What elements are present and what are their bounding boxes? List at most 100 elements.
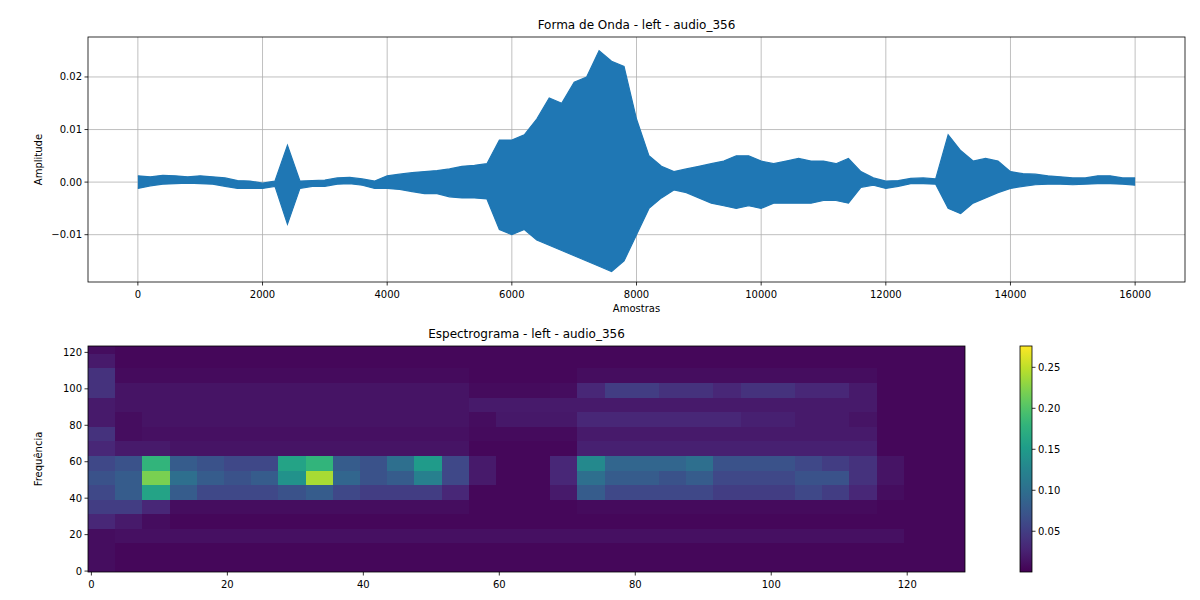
tick — [85, 498, 89, 499]
cell — [822, 368, 850, 383]
cell — [550, 368, 578, 383]
tick — [636, 282, 637, 286]
cell — [278, 514, 306, 529]
cell — [822, 514, 850, 529]
cell — [142, 543, 170, 558]
cell — [877, 470, 905, 485]
cell — [170, 441, 198, 456]
cell — [795, 557, 823, 572]
cell — [469, 470, 497, 485]
cell — [741, 470, 769, 485]
cell — [306, 485, 334, 500]
cell — [686, 397, 714, 412]
cell — [306, 412, 334, 427]
cell — [278, 397, 306, 412]
tick-label: 14000 — [995, 289, 1027, 300]
cell — [414, 557, 442, 572]
cell — [88, 470, 116, 485]
cell — [387, 397, 415, 412]
cell — [659, 455, 687, 470]
title: Forma de Onda - left - audio_356 — [538, 18, 736, 32]
tick — [85, 388, 89, 389]
tick-label: 16000 — [1119, 289, 1151, 300]
cell — [822, 412, 850, 427]
cell — [414, 455, 442, 470]
tick-label: 100 — [63, 383, 82, 394]
cell — [442, 346, 470, 354]
cell — [251, 426, 279, 441]
data-area — [138, 51, 1135, 272]
tick — [907, 572, 908, 576]
cell — [251, 455, 279, 470]
cell — [360, 368, 388, 383]
cell — [414, 485, 442, 500]
cell — [88, 528, 116, 543]
cell — [278, 346, 306, 354]
cell — [197, 514, 225, 529]
cell — [904, 412, 932, 427]
cell — [197, 382, 225, 397]
cell — [713, 543, 741, 558]
cell — [115, 412, 143, 427]
cell — [795, 441, 823, 456]
page: {"chart_data": [ {"type": "area", "title… — [0, 0, 1200, 600]
colorbar-tick — [1032, 408, 1036, 409]
cell — [550, 514, 578, 529]
cell — [713, 353, 741, 368]
cell — [333, 368, 361, 383]
cell — [741, 368, 769, 383]
cell — [523, 346, 551, 354]
cell — [88, 397, 116, 412]
cell — [577, 455, 605, 470]
cell — [170, 346, 198, 354]
cell — [795, 543, 823, 558]
cell — [713, 441, 741, 456]
cell — [659, 426, 687, 441]
cell — [496, 499, 524, 514]
cell — [605, 528, 633, 543]
tick-label: 40 — [357, 579, 370, 590]
cell — [550, 499, 578, 514]
cell — [741, 412, 769, 427]
cell — [713, 499, 741, 514]
cell — [768, 412, 796, 427]
cell — [686, 368, 714, 383]
cell — [713, 382, 741, 397]
cell — [550, 412, 578, 427]
cell — [659, 441, 687, 456]
cell — [550, 557, 578, 572]
cell — [741, 353, 769, 368]
tick — [771, 572, 772, 576]
cell — [741, 514, 769, 529]
cell — [170, 426, 198, 441]
cell — [713, 470, 741, 485]
cell — [686, 499, 714, 514]
cell — [387, 485, 415, 500]
cell — [632, 368, 660, 383]
cell — [550, 470, 578, 485]
cell — [333, 543, 361, 558]
cell — [795, 412, 823, 427]
cell — [931, 426, 965, 441]
cell — [414, 412, 442, 427]
cell — [741, 557, 769, 572]
cell — [442, 368, 470, 383]
tick — [85, 571, 89, 572]
cell — [197, 397, 225, 412]
cell — [88, 499, 116, 514]
cell — [877, 441, 905, 456]
cell — [632, 397, 660, 412]
cell — [251, 499, 279, 514]
cell — [224, 346, 252, 354]
tick — [85, 461, 89, 462]
tick — [85, 129, 89, 130]
cell — [170, 412, 198, 427]
cell — [224, 528, 252, 543]
colorbar-tick-label: 0.25 — [1038, 362, 1060, 373]
cell — [333, 441, 361, 456]
cell — [88, 557, 116, 572]
tick — [511, 282, 512, 286]
cell — [251, 353, 279, 368]
cell — [605, 514, 633, 529]
cell — [741, 499, 769, 514]
